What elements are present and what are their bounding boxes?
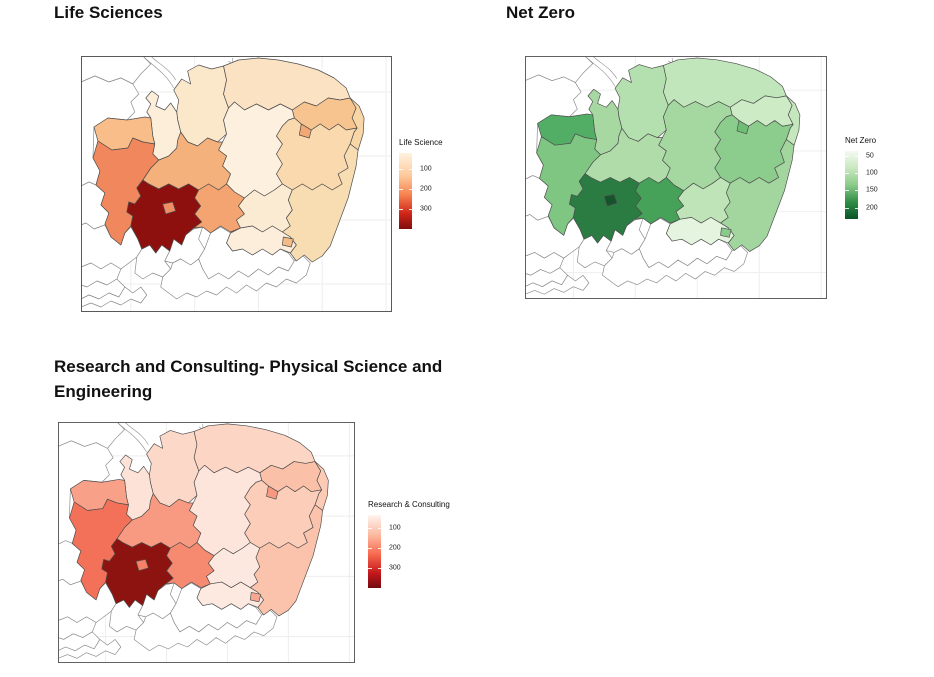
map-region <box>282 236 294 248</box>
coastline <box>592 55 618 79</box>
legend-tick-mark <box>408 209 412 211</box>
color-legend-research-consulting: Research & Consulting 100 200 300 <box>368 500 450 588</box>
map-region <box>126 179 202 254</box>
choropleth-map-life-sciences <box>80 55 392 312</box>
legend-tick-label: 100 <box>389 524 401 532</box>
map-region <box>604 194 618 207</box>
map-region <box>298 123 312 139</box>
figure-title-net-zero: Net Zero <box>506 3 575 22</box>
legend-tick-mark <box>368 528 372 530</box>
map-panel-border <box>525 56 827 299</box>
legend-tick-mark <box>368 567 372 569</box>
legend-tick-mark <box>845 190 849 192</box>
legend-tick-mark <box>854 172 858 174</box>
legend-tick-label: 100 <box>420 165 432 173</box>
legend-tick-label: 50 <box>866 152 874 160</box>
color-legend-net-zero: Net Zero 50 100 150 200 <box>845 136 878 219</box>
map-region <box>720 139 795 252</box>
map-region <box>162 201 177 215</box>
legend-tick-mark <box>854 208 858 210</box>
map-region-na <box>602 244 748 287</box>
legend-title: Research & Consulting <box>368 500 450 509</box>
legend-gradient-bar <box>399 153 412 229</box>
legend-tick-mark <box>845 172 849 174</box>
legend-tick-label: 150 <box>866 186 878 194</box>
map-region-na <box>57 639 122 659</box>
legend-tick-mark <box>408 168 412 170</box>
map-region <box>282 143 359 263</box>
figure-title-life-sciences: Life Sciences <box>54 3 163 22</box>
color-legend-life-sciences: Life Science 100 200 300 <box>399 138 443 229</box>
legend-tick-mark <box>408 188 412 190</box>
legend-tick-label: 200 <box>389 544 401 552</box>
legend-tick-mark <box>399 188 403 190</box>
map-panel-border <box>58 422 355 663</box>
legend-gradient-bar <box>845 151 858 219</box>
legend-tick-mark <box>399 168 403 170</box>
choropleth-svg <box>80 55 392 312</box>
map-region <box>736 120 749 135</box>
choropleth-map-research-consulting <box>57 421 355 663</box>
map-region <box>135 559 149 572</box>
legend-title: Life Science <box>399 138 443 147</box>
map-region <box>569 173 643 244</box>
map-region <box>249 592 262 603</box>
coastline <box>116 421 147 453</box>
legend-tick-label: 200 <box>866 204 878 212</box>
map-region <box>266 485 279 500</box>
legend-title: Net Zero <box>845 136 877 145</box>
legend-tick-mark <box>368 547 372 549</box>
legend-tick-label: 300 <box>389 564 401 572</box>
coastline <box>142 55 174 89</box>
map-region <box>226 225 297 256</box>
legend-tick-mark <box>399 209 403 211</box>
legend-gradient-bar <box>368 515 381 588</box>
map-region <box>196 581 264 610</box>
map-region <box>249 504 323 617</box>
map-region <box>665 217 735 246</box>
legend-tick-mark <box>845 208 849 210</box>
map-region-na <box>524 274 590 295</box>
choropleth-map-net-zero <box>524 55 827 299</box>
legend-tick-mark <box>845 155 849 157</box>
legend-tick-mark <box>377 547 381 549</box>
legend-tick-mark <box>854 155 858 157</box>
legend-tick-mark <box>377 567 381 569</box>
map-region-na <box>133 609 278 652</box>
coastline <box>150 55 176 81</box>
map-region-na <box>160 254 311 300</box>
coastline <box>584 55 616 87</box>
map-region-na <box>80 286 148 308</box>
legend-tick-label: 200 <box>420 185 432 193</box>
map-region <box>720 227 732 238</box>
legend-tick-mark <box>377 528 381 530</box>
choropleth-svg <box>57 421 355 663</box>
legend-tick-label: 100 <box>866 169 878 177</box>
choropleth-svg <box>524 55 827 299</box>
legend-tick-label: 300 <box>420 205 432 213</box>
coastline <box>124 421 149 445</box>
legend-tick-mark <box>854 190 858 192</box>
figure-title-research-consulting: Research and Consulting- Physical Scienc… <box>54 357 443 401</box>
map-panel-border <box>81 56 392 312</box>
map-region <box>101 538 174 608</box>
